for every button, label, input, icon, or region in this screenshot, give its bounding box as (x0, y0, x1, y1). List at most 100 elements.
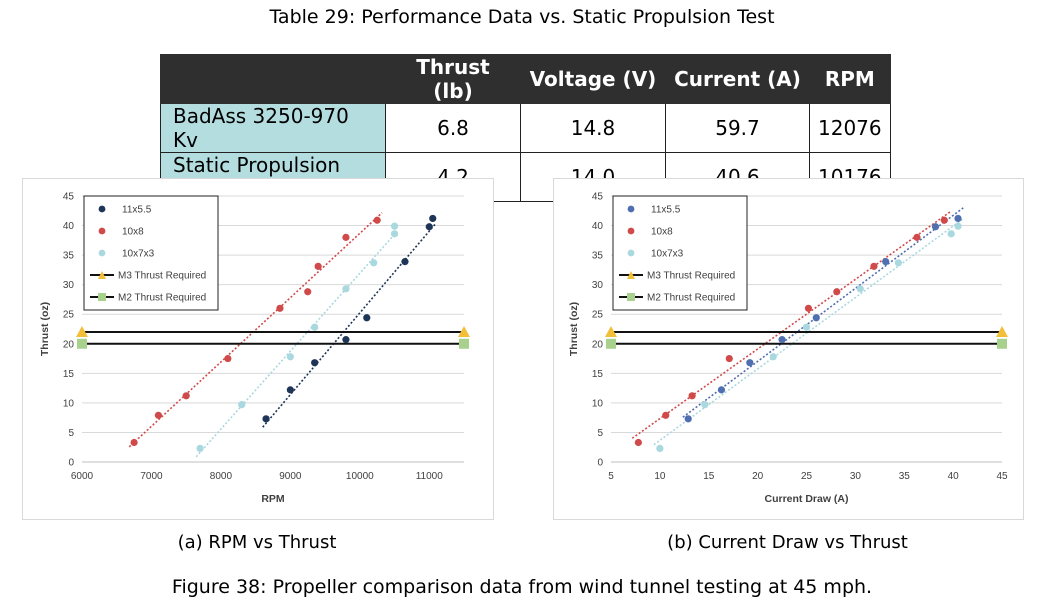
data-point (746, 359, 754, 367)
legend-label: 10x7x3 (651, 249, 684, 260)
data-point (717, 386, 726, 394)
y-tick-label: 20 (63, 339, 75, 350)
data-point (954, 222, 962, 230)
y-tick-label: 40 (592, 221, 604, 232)
reference-marker (458, 325, 470, 337)
table-cell: 12076 (809, 103, 891, 153)
data-point (856, 285, 864, 293)
legend-marker (98, 205, 106, 213)
y-tick-label: 35 (592, 251, 604, 262)
data-point (833, 288, 841, 296)
y-tick-label: 0 (597, 458, 603, 469)
legend-marker (98, 271, 106, 279)
y-tick-label: 10 (592, 398, 604, 409)
y-tick-label: 15 (63, 369, 75, 380)
header-cell-thrust: Thrust (lb) (385, 54, 521, 104)
chart-current-vs-thrust: 0 5 10 15 20 25 30 35 40 45 5 10 15 20 25 30 35 40 45 Curre… (553, 178, 1024, 520)
subcaption-b: (b) Current Draw vs Thrust (667, 532, 908, 553)
chart-rpm-vs-thrust: 0 5 10 15 20 25 30 35 40 45 6000 7000 8000 9000 10000 1… (22, 178, 494, 520)
x-tick-label: 45 (996, 471, 1008, 482)
data-point (154, 411, 162, 419)
legend-label: 10x8 (651, 227, 673, 238)
y-tick-label: 20 (592, 339, 604, 350)
reference-marker (76, 325, 88, 337)
legend: 11x5.5 10x8 10x7x3 M3 Thrust Required M2 Thr… (612, 195, 748, 311)
table-row: BadAss 3250-970 Kv 6.8 14.8 59.7 12076 (160, 103, 891, 153)
y-tick-label: 5 (597, 428, 603, 439)
y-tick-label: 10 (63, 398, 75, 409)
data-point (276, 304, 284, 312)
y-axis-title: Thrust (oz) (568, 302, 580, 356)
reference-marker (997, 338, 1007, 349)
legend-marker (98, 293, 106, 301)
y-tick-label: 0 (68, 458, 74, 469)
data-point (954, 214, 962, 223)
data-point (342, 285, 350, 293)
header-cell-rpm: RPM (809, 54, 891, 104)
data-point (947, 230, 955, 238)
y-axis-title: Thrust (oz) (39, 302, 51, 356)
legend-box (612, 195, 748, 311)
x-tick-label: 9000 (279, 471, 302, 482)
data-point (429, 214, 437, 223)
legend-marker (627, 293, 635, 301)
legend-marker (627, 271, 635, 279)
legend-label: M2 Thrust Required (647, 293, 735, 304)
x-tick-label: 25 (801, 471, 813, 482)
data-point (182, 392, 190, 400)
x-tick-label: 11000 (416, 471, 444, 482)
y-tick-label: 25 (592, 310, 604, 321)
table-cell: 14.8 (520, 103, 666, 153)
data-point (913, 233, 921, 241)
y-tick-label: 40 (63, 221, 75, 232)
header-cell-current: Current (A) (665, 54, 810, 104)
legend-label: M2 Thrust Required (118, 293, 206, 304)
data-point (812, 314, 820, 322)
header-cell-voltage: Voltage (V) (520, 54, 666, 104)
trendline-11x5.5 (262, 222, 437, 428)
trendline-10x8 (631, 211, 951, 439)
data-point (634, 438, 642, 447)
data-point (311, 359, 319, 367)
header-cell-blank (160, 54, 386, 104)
data-point (311, 323, 319, 331)
x-tick-label: 10000 (346, 471, 374, 482)
legend-box (83, 195, 219, 311)
data-point (314, 262, 322, 270)
data-point (130, 438, 138, 447)
data-point (725, 354, 733, 363)
x-tick-label: 20 (752, 471, 764, 482)
data-point (769, 353, 777, 361)
data-point (363, 314, 371, 322)
subcaption-a: (a) RPM vs Thrust (177, 532, 337, 553)
data-point (196, 444, 204, 453)
data-point (684, 415, 692, 423)
y-tick-label: 25 (63, 310, 75, 321)
x-tick-label: 15 (703, 471, 715, 482)
table-cell: 6.8 (385, 103, 521, 153)
data-point (401, 258, 409, 266)
data-point (804, 304, 813, 312)
data-point (304, 288, 312, 296)
trendline-10x7x3 (195, 229, 400, 458)
data-point (286, 353, 294, 361)
data-point (688, 392, 696, 400)
data-point (390, 222, 399, 230)
x-tick-label: 10 (654, 471, 666, 482)
x-tick-label: 7000 (140, 471, 163, 482)
y-tick-label: 30 (592, 280, 604, 291)
row-label: BadAss 3250-970 Kv (160, 103, 386, 153)
data-point (662, 411, 670, 419)
x-tick-label: 30 (850, 471, 862, 482)
x-axis-title: RPM (261, 493, 285, 505)
reference-marker (605, 325, 617, 337)
data-point (425, 223, 433, 231)
x-tick-label: 40 (948, 471, 960, 482)
y-tick-label: 30 (63, 280, 75, 291)
data-point (286, 386, 294, 394)
data-point (778, 336, 786, 344)
data-point (701, 401, 709, 409)
data-point (224, 354, 232, 363)
table-caption: Table 29: Performance Data vs. Static Pr… (269, 6, 775, 28)
